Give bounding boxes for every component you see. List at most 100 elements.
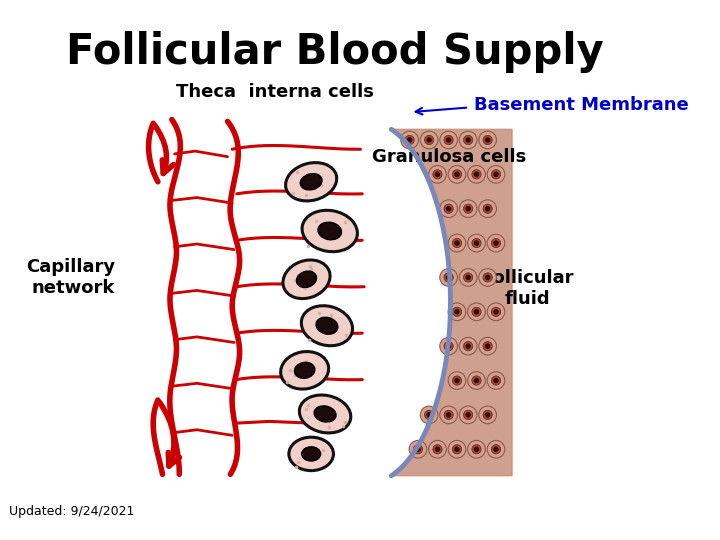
Circle shape (487, 372, 505, 389)
Circle shape (448, 441, 466, 458)
Circle shape (491, 170, 500, 179)
Circle shape (491, 307, 500, 316)
Circle shape (479, 131, 497, 149)
Circle shape (446, 344, 451, 348)
FancyArrowPatch shape (155, 125, 174, 173)
Circle shape (448, 234, 466, 252)
Ellipse shape (316, 317, 338, 334)
Circle shape (444, 204, 454, 213)
Circle shape (466, 207, 470, 211)
Circle shape (459, 268, 477, 286)
Circle shape (468, 234, 485, 252)
Circle shape (474, 241, 479, 245)
Circle shape (446, 138, 451, 142)
Circle shape (472, 307, 481, 316)
Circle shape (464, 204, 473, 213)
Circle shape (452, 444, 462, 454)
Circle shape (420, 406, 438, 424)
Circle shape (494, 310, 498, 314)
Circle shape (452, 239, 462, 248)
Circle shape (444, 136, 454, 145)
Circle shape (405, 136, 414, 145)
Circle shape (440, 268, 457, 286)
Circle shape (466, 275, 470, 280)
Circle shape (474, 379, 479, 382)
Circle shape (416, 447, 420, 451)
Circle shape (472, 170, 481, 179)
Circle shape (479, 200, 497, 218)
Ellipse shape (297, 271, 317, 287)
Text: Follicular
fluid: Follicular fluid (481, 269, 574, 308)
Circle shape (413, 444, 423, 454)
Circle shape (491, 239, 500, 248)
Circle shape (425, 410, 433, 420)
Circle shape (425, 136, 433, 145)
Circle shape (464, 410, 473, 420)
Circle shape (436, 172, 439, 177)
Ellipse shape (302, 306, 353, 346)
Circle shape (427, 138, 431, 142)
Circle shape (459, 338, 477, 355)
Circle shape (479, 268, 497, 286)
Circle shape (485, 207, 490, 211)
Circle shape (409, 441, 427, 458)
Circle shape (444, 273, 454, 282)
Ellipse shape (314, 406, 336, 422)
Circle shape (483, 341, 492, 351)
Ellipse shape (318, 222, 341, 240)
Circle shape (483, 410, 492, 420)
Circle shape (452, 170, 462, 179)
Circle shape (459, 131, 477, 149)
Text: Granulosa cells: Granulosa cells (372, 147, 526, 166)
Circle shape (464, 273, 473, 282)
Circle shape (455, 447, 459, 451)
Circle shape (474, 447, 479, 451)
Circle shape (446, 413, 451, 417)
Circle shape (448, 165, 466, 183)
Ellipse shape (302, 447, 320, 461)
Circle shape (452, 307, 462, 316)
Circle shape (455, 379, 459, 382)
Text: Capillary
network: Capillary network (26, 258, 115, 297)
Circle shape (468, 372, 485, 389)
Ellipse shape (300, 395, 351, 433)
Circle shape (485, 413, 490, 417)
Circle shape (474, 310, 479, 314)
Circle shape (487, 234, 505, 252)
Text: Theca  interna cells: Theca interna cells (176, 83, 374, 100)
Circle shape (448, 303, 466, 321)
Circle shape (455, 241, 459, 245)
Circle shape (440, 200, 457, 218)
Ellipse shape (300, 174, 322, 190)
Text: Updated: 9/24/2021: Updated: 9/24/2021 (9, 505, 135, 518)
Circle shape (401, 131, 418, 149)
Circle shape (446, 275, 451, 280)
Circle shape (485, 275, 490, 280)
Circle shape (494, 379, 498, 382)
Ellipse shape (289, 437, 333, 471)
Circle shape (485, 344, 490, 348)
Ellipse shape (286, 163, 337, 201)
Circle shape (472, 444, 481, 454)
Circle shape (428, 165, 446, 183)
FancyArrowPatch shape (160, 402, 179, 466)
Ellipse shape (283, 260, 330, 299)
Circle shape (433, 444, 442, 454)
Circle shape (444, 341, 454, 351)
Circle shape (479, 406, 497, 424)
Circle shape (440, 131, 457, 149)
Circle shape (494, 172, 498, 177)
Text: Follicular Blood Supply: Follicular Blood Supply (66, 31, 603, 73)
Circle shape (440, 338, 457, 355)
Circle shape (468, 441, 485, 458)
Text: Basement Membrane: Basement Membrane (474, 96, 688, 114)
Ellipse shape (294, 362, 315, 379)
Ellipse shape (302, 210, 357, 252)
Circle shape (468, 303, 485, 321)
Circle shape (483, 204, 492, 213)
Circle shape (472, 239, 481, 248)
Circle shape (427, 413, 431, 417)
Circle shape (436, 447, 439, 451)
Circle shape (455, 172, 459, 177)
Circle shape (408, 138, 412, 142)
